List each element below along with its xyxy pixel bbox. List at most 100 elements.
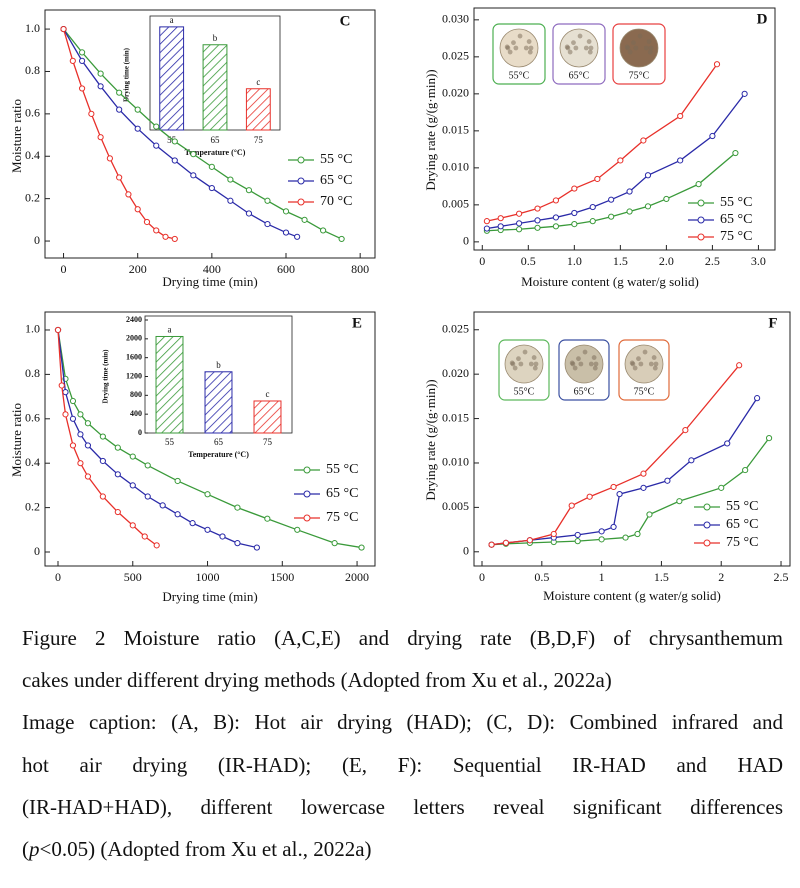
x-tick-label: 2000: [345, 570, 369, 584]
data-point: [301, 216, 308, 223]
y-tick-label: 0.020: [442, 86, 469, 100]
data-point: [626, 188, 633, 195]
data-point: [116, 106, 123, 113]
y-tick-label: 0.4: [25, 455, 40, 469]
inset-x-label: Temperature (°C): [188, 450, 249, 459]
x-tick-label: 1500: [270, 570, 294, 584]
data-point: [114, 471, 121, 478]
inset-category: 75: [263, 437, 273, 447]
caption-text: (: [22, 837, 29, 862]
photo-label: 75°C: [634, 386, 655, 397]
data-point: [516, 210, 523, 217]
y-tick-label: 0.005: [442, 197, 469, 211]
data-point: [62, 389, 69, 396]
x-tick-label: 0: [55, 570, 61, 584]
y-tick-label: 0.8: [25, 366, 40, 380]
inset-category: 75: [254, 135, 264, 145]
legend-label: 70 °C: [320, 194, 352, 209]
data-point: [153, 227, 160, 234]
data-point: [488, 541, 495, 548]
data-point: [77, 460, 84, 467]
data-point: [282, 208, 290, 215]
data-point: [84, 473, 92, 480]
caption-italic: p: [29, 837, 40, 862]
data-point: [116, 174, 123, 181]
data-point: [574, 531, 581, 539]
data-point: [78, 85, 86, 92]
data-point: [646, 511, 653, 518]
inset-tick-label: 0: [138, 428, 142, 437]
inset-tick-label: 800: [130, 390, 142, 399]
y-tick-label: 0: [34, 544, 40, 558]
data-point: [568, 502, 575, 509]
data-point: [709, 132, 716, 140]
data-point: [663, 195, 670, 203]
legend-marker: [703, 503, 711, 511]
data-point: [552, 223, 560, 230]
data-point: [69, 415, 77, 422]
legend-marker: [703, 539, 711, 547]
data-point: [171, 157, 178, 164]
data-point: [162, 233, 169, 240]
data-point: [640, 470, 647, 477]
caption-line: hot air drying (IR-HAD); (E, F): Sequent…: [22, 752, 783, 777]
inset-tick-label: 1200: [126, 371, 142, 380]
data-point: [54, 326, 62, 334]
x-tick-label: 1.0: [567, 254, 582, 268]
y-tick-label: 0.015: [442, 123, 469, 137]
series-line: [486, 93, 746, 230]
data-point: [483, 225, 490, 232]
data-point: [688, 457, 695, 464]
plot-frame: [473, 311, 791, 567]
legend-label: 75 °C: [720, 229, 752, 244]
data-point: [99, 493, 106, 500]
data-point: [144, 493, 151, 500]
y-tick-label: 0.8: [25, 63, 40, 77]
x-tick-label: 2.0: [659, 254, 674, 268]
inset-tick-label: 400: [130, 409, 142, 418]
data-point: [644, 203, 652, 210]
data-point: [550, 530, 557, 538]
data-point: [204, 491, 211, 498]
data-point: [125, 191, 132, 198]
data-point: [245, 210, 253, 217]
data-point: [610, 483, 617, 491]
inset-letter: a: [170, 15, 174, 25]
data-point: [516, 226, 523, 233]
data-point: [58, 382, 65, 389]
series-line: [491, 364, 740, 546]
data-point: [159, 502, 166, 509]
legend-label: 65 °C: [320, 173, 352, 188]
y-tick-label: 0: [463, 234, 469, 248]
data-point: [114, 444, 121, 451]
data-point: [516, 220, 523, 227]
data-point: [765, 435, 773, 442]
data-point: [626, 208, 633, 215]
x-axis-label: Moisture content (g water/g solid): [543, 588, 721, 603]
data-point: [134, 206, 141, 213]
data-point: [534, 217, 541, 224]
data-point: [571, 209, 578, 217]
data-point: [534, 205, 541, 212]
data-point: [574, 538, 581, 545]
legend-label: 55 °C: [320, 152, 352, 167]
photo-label: 65°C: [569, 70, 590, 81]
data-point: [497, 223, 504, 230]
data-point: [97, 134, 104, 141]
data-point: [116, 89, 123, 96]
figure: 0 200 400 600 80000.20.40.60.81.0a55b65c75Te…: [9, 7, 791, 604]
data-point: [84, 442, 92, 449]
x-tick-label: 2.5: [774, 570, 789, 584]
series-line: [57, 329, 362, 549]
inset-letter: c: [256, 77, 260, 87]
data-point: [331, 540, 338, 547]
data-point: [741, 90, 748, 97]
y-axis-label: Moisture ratio: [9, 99, 24, 173]
data-point: [571, 185, 578, 192]
inset-category: 65: [214, 437, 224, 447]
legend-label: 75 °C: [726, 535, 758, 550]
data-point: [189, 520, 196, 527]
inset-x-label: Temperature (°C): [185, 148, 246, 157]
photo-label: 55°C: [514, 386, 535, 397]
data-point: [227, 197, 234, 204]
